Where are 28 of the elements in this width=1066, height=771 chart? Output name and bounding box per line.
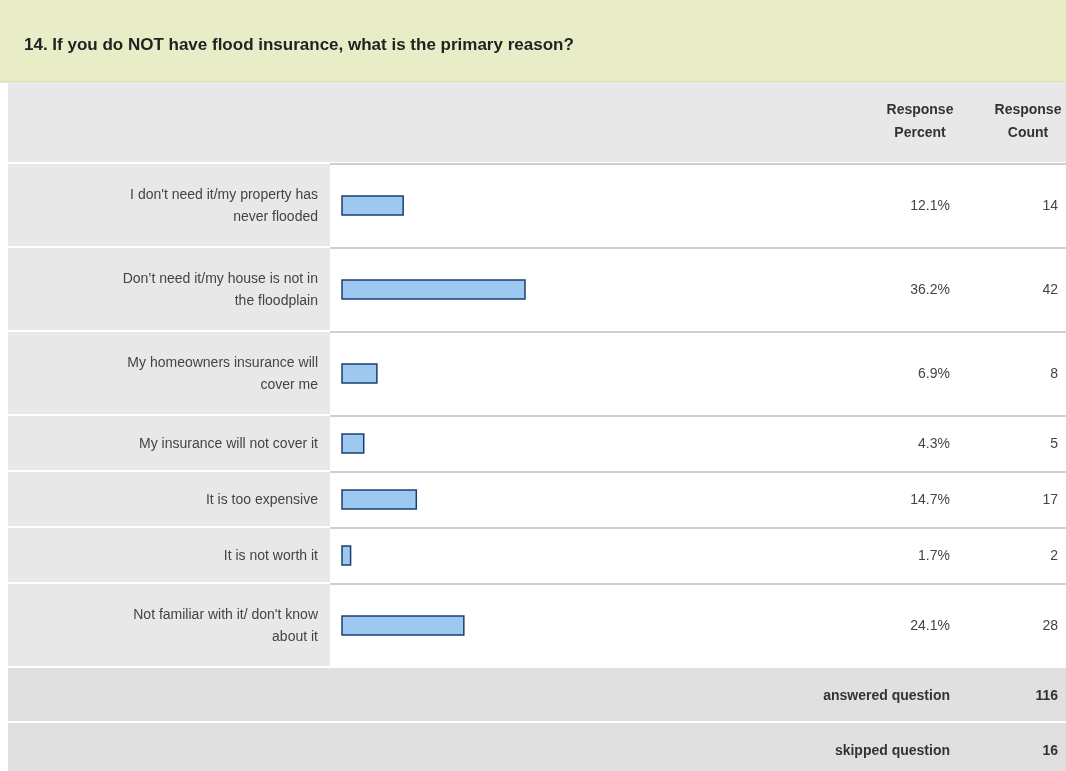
y-tick-label: I don't need it/my property has never flooded <box>130 186 318 224</box>
data-label: 36.2% <box>910 281 950 297</box>
data-label: 24.1% <box>910 617 950 633</box>
y-tick-label: My insurance will not cover it <box>139 435 319 451</box>
y-tick-label: Not familiar with it/ don't know about it <box>133 606 319 644</box>
text: 116 <box>1035 687 1059 703</box>
text: 28 <box>1042 617 1059 633</box>
text: Response Count <box>994 101 1062 140</box>
y-tick-label: Don’t need it/my house is not in the floodplain <box>122 270 318 308</box>
data-label: 6.9% <box>918 365 950 381</box>
text: Response Percent <box>886 101 954 140</box>
chart-title: 14. If you do NOT have flood insurance, what is the primary reason? <box>24 35 574 54</box>
data-label: 14.7% <box>910 491 950 507</box>
y-tick-label: It is too expensive <box>205 491 319 507</box>
text: 5 <box>1050 435 1059 451</box>
text: 17 <box>1042 491 1059 507</box>
text: 2 <box>1050 547 1059 563</box>
data-label: 12.1% <box>910 197 950 213</box>
y-tick-label: It is not worth it <box>223 547 319 563</box>
data-label: 1.7% <box>918 547 950 563</box>
text: 8 <box>1050 365 1059 381</box>
text: 14 <box>1042 197 1059 213</box>
text: 16 <box>1042 742 1059 758</box>
text: answered question <box>823 687 950 703</box>
data-label: 4.3% <box>918 435 950 451</box>
text: skipped question <box>834 742 950 758</box>
y-tick-label: My homeowners insurance will cover me <box>127 354 319 392</box>
text: 42 <box>1042 281 1059 297</box>
